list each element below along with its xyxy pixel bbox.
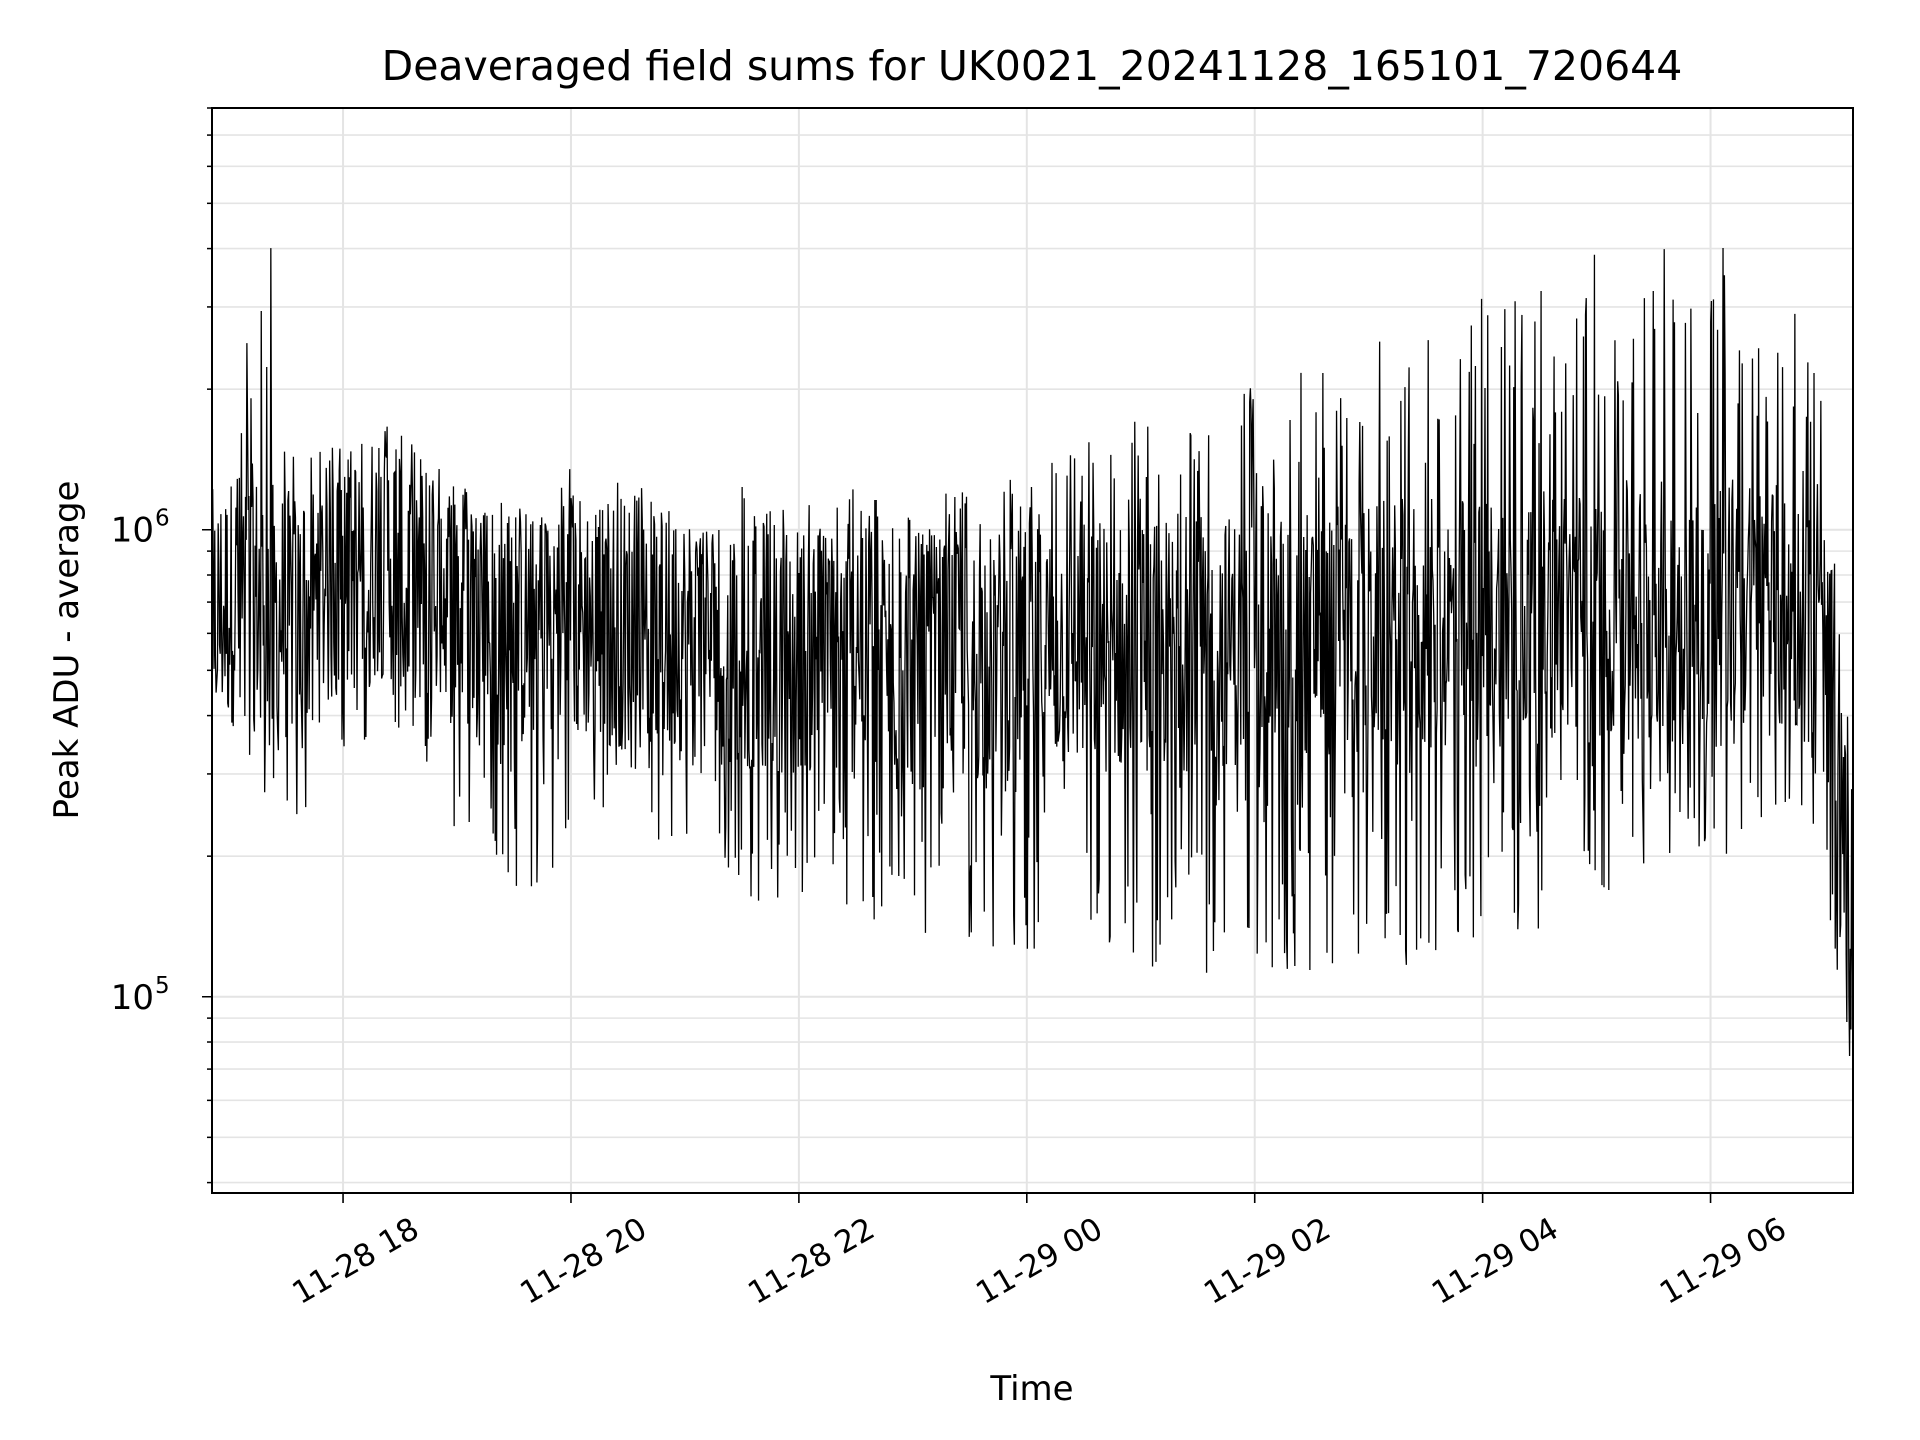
y-axis-label: Peak ADU - average: [47, 481, 87, 820]
data-series: [211, 247, 1854, 1057]
plot-area-frame: [211, 107, 1854, 1194]
y-tick-exponent: 5: [155, 973, 170, 999]
series-line: [211, 247, 1854, 1057]
y-tick-label: 10: [111, 978, 154, 1018]
chart-title: Deaveraged field sums for UK0021_2024112…: [382, 42, 1683, 90]
y-tick-label: 10: [111, 511, 154, 551]
y-tick-exponent: 6: [155, 506, 170, 532]
x-axis-label: Time: [989, 1369, 1073, 1409]
